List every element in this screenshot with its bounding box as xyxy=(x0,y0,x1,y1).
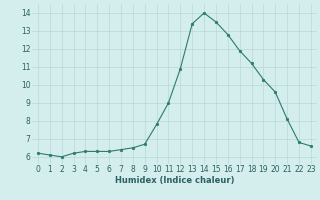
X-axis label: Humidex (Indice chaleur): Humidex (Indice chaleur) xyxy=(115,176,234,185)
